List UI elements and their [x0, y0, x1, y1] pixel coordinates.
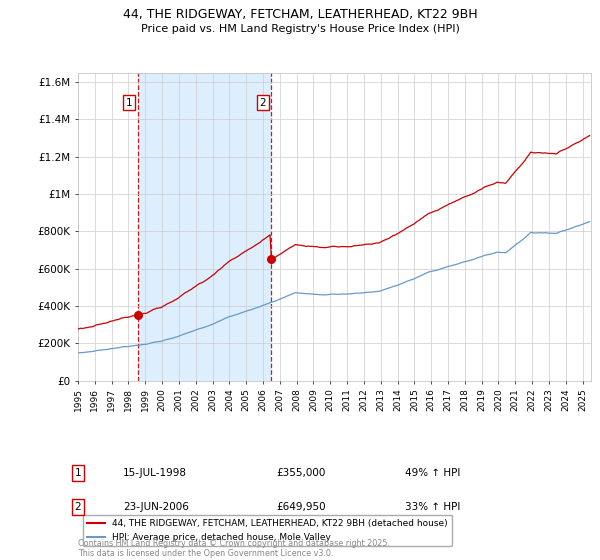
Text: 15-JUL-1998: 15-JUL-1998 — [123, 468, 187, 478]
Point — [266, 255, 276, 264]
Text: £649,950: £649,950 — [276, 502, 326, 512]
Text: 44, THE RIDGEWAY, FETCHAM, LEATHERHEAD, KT22 9BH: 44, THE RIDGEWAY, FETCHAM, LEATHERHEAD, … — [122, 8, 478, 21]
Text: 49% ↑ HPI: 49% ↑ HPI — [405, 468, 460, 478]
Text: 33% ↑ HPI: 33% ↑ HPI — [405, 502, 460, 512]
Text: 1: 1 — [74, 468, 82, 478]
Text: 2: 2 — [74, 502, 82, 512]
Text: 23-JUN-2006: 23-JUN-2006 — [123, 502, 189, 512]
Text: Contains HM Land Registry data © Crown copyright and database right 2025.
This d: Contains HM Land Registry data © Crown c… — [78, 539, 390, 558]
Legend: 44, THE RIDGEWAY, FETCHAM, LEATHERHEAD, KT22 9BH (detached house), HPI: Average : 44, THE RIDGEWAY, FETCHAM, LEATHERHEAD, … — [83, 515, 452, 546]
Point — [133, 310, 142, 319]
Text: Price paid vs. HM Land Registry's House Price Index (HPI): Price paid vs. HM Land Registry's House … — [140, 24, 460, 34]
Text: £355,000: £355,000 — [276, 468, 325, 478]
Text: 2: 2 — [259, 97, 266, 108]
Bar — [137, 73, 271, 381]
Text: 1: 1 — [126, 97, 133, 108]
